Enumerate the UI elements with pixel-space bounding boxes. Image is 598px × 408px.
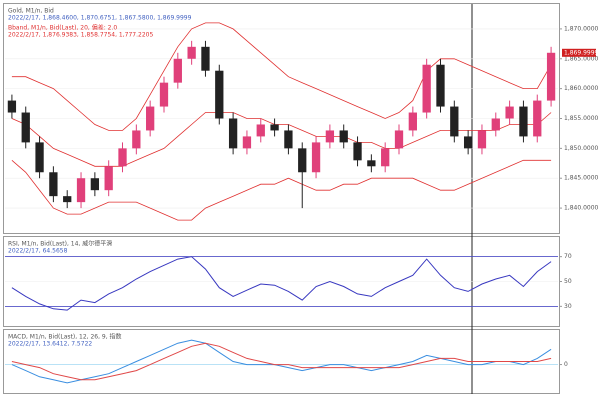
candle-body	[519, 106, 528, 137]
y-tick-label: 1,850.0000	[564, 145, 598, 152]
candle-body	[187, 46, 196, 59]
candle-body	[463, 136, 473, 149]
candle-body	[159, 82, 169, 107]
candle-body	[270, 124, 279, 131]
y-tick-label: 1,840.0000	[564, 205, 598, 212]
candle-body	[63, 196, 72, 203]
line-series	[11, 256, 552, 311]
y-tick-label: 50	[564, 278, 572, 285]
candle-body	[367, 160, 376, 167]
y-tick-label: 1,860.0000	[564, 85, 598, 92]
candle-body	[118, 148, 127, 167]
line-series	[11, 342, 552, 381]
last-price-box	[562, 48, 596, 57]
bollinger-middle	[11, 112, 552, 167]
candle-body	[35, 142, 44, 173]
candle-body	[546, 52, 556, 101]
candle-body	[284, 130, 293, 149]
y-tick-label: 1,870.0000	[564, 25, 598, 32]
candle-body	[325, 130, 335, 143]
candle-body	[381, 148, 390, 167]
candle-body	[215, 70, 224, 119]
y-tick-label: 70	[564, 253, 572, 260]
candle-body	[146, 106, 155, 131]
y-tick-label: 1,855.0000	[564, 115, 598, 122]
panel-title: MACD, M1/n, Bid(Last), 12, 26, 9, 指数	[8, 333, 122, 341]
bands-name: Bband, M1/n, Bid(Last), 20, 偏差: 2.0	[8, 24, 117, 32]
y-tick-label: 30	[564, 303, 572, 310]
candle-body	[7, 100, 17, 113]
candle-body	[21, 112, 30, 143]
candle-body	[298, 148, 307, 173]
panel-subtitle: 2022/2/17, 64.5658	[8, 248, 68, 255]
candle-body	[353, 142, 362, 161]
candle-body	[256, 124, 265, 137]
bollinger-lower	[11, 159, 552, 221]
candle-body	[436, 64, 445, 107]
y-tick-label: 1,865.0000	[564, 55, 598, 62]
macd-panel	[3, 329, 560, 394]
panel-title: RSI, M1/n, Bid(Last), 14, 威尔德平滑	[8, 240, 112, 248]
candle-body	[505, 106, 514, 119]
candle-body	[49, 172, 58, 197]
candle-body	[173, 58, 182, 83]
bollinger-upper	[11, 22, 552, 131]
candle-body	[408, 112, 417, 131]
bands-values: 2022/2/17, 1,876.9383, 1,858.7754, 1,777…	[8, 32, 153, 39]
candle-body	[104, 166, 113, 191]
candle-body	[76, 178, 86, 203]
candle-body	[132, 130, 141, 149]
candle-body	[450, 106, 459, 137]
candle-body	[533, 100, 542, 137]
line-series	[11, 339, 552, 384]
candle-body	[339, 130, 348, 143]
candle-body	[477, 130, 487, 149]
candle-body	[228, 118, 238, 149]
panel-title: Gold, M1/n, Bid	[8, 8, 54, 15]
candle-body	[201, 46, 210, 71]
y-tick-label: 0	[564, 361, 568, 368]
candle-body	[242, 136, 252, 149]
candle-body	[394, 130, 404, 149]
panel-subtitle: 2022/2/17, 1,868.4600, 1,870.6751, 1,867…	[8, 15, 192, 22]
candle-body	[491, 118, 500, 131]
candle-body	[311, 142, 321, 173]
last-price-label: 1,869.9999	[564, 49, 598, 56]
panel-subtitle: 2022/2/17, 13.6412, 7.5722	[8, 341, 92, 348]
candle-body	[90, 178, 100, 191]
candle-body	[422, 64, 431, 113]
y-tick-label: 1,845.0000	[564, 175, 598, 182]
